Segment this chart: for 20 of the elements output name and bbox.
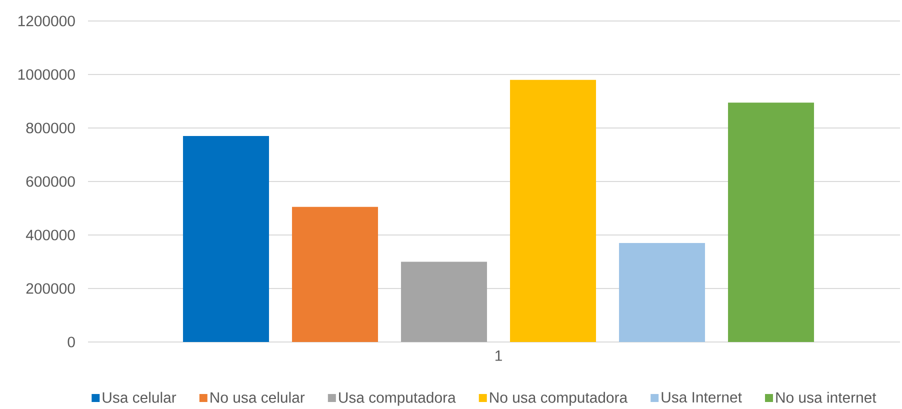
bar bbox=[728, 102, 814, 342]
y-tick-label: 200000 bbox=[26, 283, 75, 294]
y-tick-label: 400000 bbox=[26, 230, 75, 240]
y-tick-label: 800000 bbox=[26, 122, 75, 134]
legend-label: No usa computadora bbox=[490, 392, 628, 406]
legend-label: Usa Internet bbox=[662, 392, 742, 403]
y-tick-label: 0 bbox=[68, 336, 75, 348]
bar bbox=[510, 80, 596, 342]
y-tick-label: 600000 bbox=[26, 176, 75, 187]
bar bbox=[292, 206, 378, 342]
y-tick-label: 1000000 bbox=[18, 69, 75, 80]
bar bbox=[183, 136, 270, 342]
bar bbox=[401, 262, 488, 342]
legend-label: Usa computadora bbox=[339, 392, 456, 406]
legend-label: No usa internet bbox=[776, 392, 876, 403]
legend-label: Usa celular bbox=[102, 392, 176, 403]
bar bbox=[619, 243, 706, 342]
x-tick-label: 1 bbox=[495, 350, 502, 361]
legend-label: No usa celular bbox=[210, 392, 305, 403]
y-tick-label: 1200000 bbox=[18, 16, 75, 26]
